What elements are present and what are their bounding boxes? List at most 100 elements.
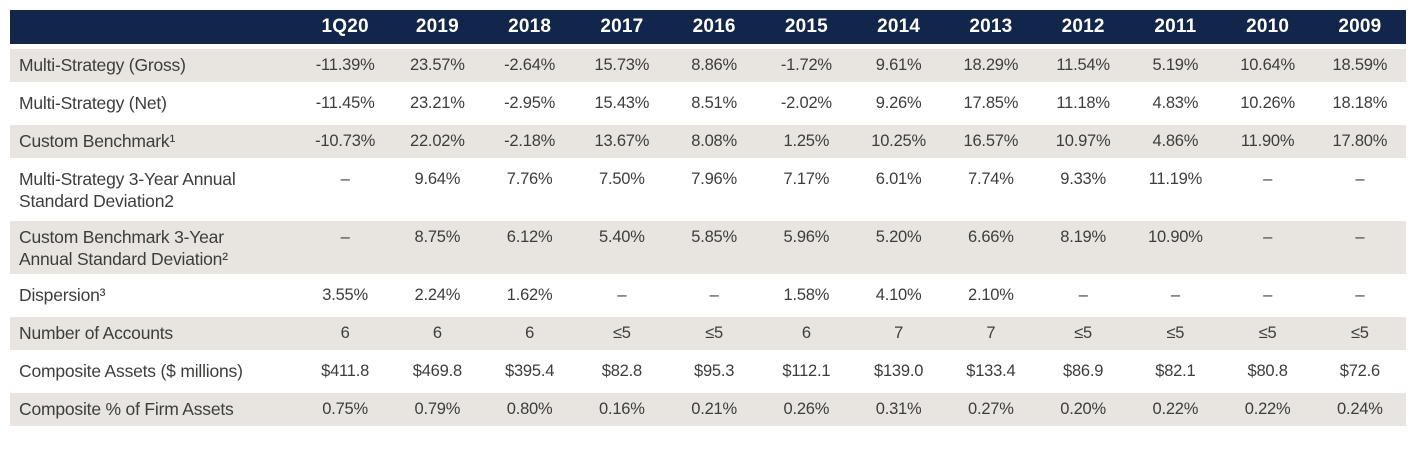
data-cell: $395.4 bbox=[504, 362, 555, 380]
data-cell: 6.66% bbox=[944, 221, 1037, 274]
data-cell: -11.45% bbox=[315, 94, 375, 112]
composite-performance-table: 1Q20 2019 2018 2017 2016 2015 2014 2013 2012 2011… bbox=[10, 5, 1406, 431]
data-cell: 7.96% bbox=[691, 170, 738, 188]
data-cell: 17.85% bbox=[963, 94, 1019, 112]
data-cell: – bbox=[1263, 170, 1273, 188]
row-label: Multi-Strategy (Gross) bbox=[10, 49, 299, 82]
data-cell: -10.73% bbox=[299, 125, 392, 158]
data-cell: $469.8 bbox=[412, 362, 463, 380]
column-header-2009: 2009 bbox=[1313, 10, 1406, 44]
data-cell: 10.90% bbox=[1129, 221, 1222, 274]
row-label: Composite Assets ($ millions) bbox=[19, 361, 243, 381]
data-cell: 9.33% bbox=[1060, 170, 1107, 188]
data-cell: 6 bbox=[483, 317, 576, 350]
data-cell: 1.62% bbox=[506, 286, 553, 304]
data-cell: -11.39% bbox=[299, 49, 392, 82]
row-label: Number of Accounts bbox=[10, 317, 299, 350]
year-header-row: 1Q20 2019 2018 2017 2016 2015 2014 2013 2012 2011… bbox=[10, 10, 1406, 44]
column-header-2012: 2012 bbox=[1037, 10, 1130, 44]
data-cell: 6 bbox=[299, 317, 392, 350]
data-cell: -1.72% bbox=[760, 49, 853, 82]
data-cell: 8.75% bbox=[391, 221, 484, 274]
data-cell: 7 bbox=[852, 317, 945, 350]
data-cell: – bbox=[1355, 286, 1365, 304]
data-cell: $86.9 bbox=[1062, 362, 1104, 380]
column-header-2013: 2013 bbox=[944, 10, 1037, 44]
data-cell: 16.57% bbox=[944, 125, 1037, 158]
data-cell: 6.01% bbox=[875, 170, 922, 188]
row-label: Custom Benchmark 3-Year Annual Standard … bbox=[10, 221, 299, 274]
data-cell: 5.19% bbox=[1129, 49, 1222, 82]
data-cell: 0.26% bbox=[760, 393, 853, 426]
data-cell: -2.18% bbox=[483, 125, 576, 158]
table-row: Dispersion³ 3.55% 2.24% 1.62% – – 1.58% 4.10% 2.… bbox=[10, 279, 1406, 312]
data-cell: – bbox=[1078, 286, 1088, 304]
data-cell: 5.96% bbox=[760, 221, 853, 274]
row-label: Multi-Strategy (Net) bbox=[19, 93, 167, 113]
data-cell: 10.26% bbox=[1240, 94, 1295, 112]
data-cell: 11.18% bbox=[1056, 94, 1110, 112]
data-cell: 8.19% bbox=[1037, 221, 1130, 274]
data-cell: ≤5 bbox=[1037, 317, 1130, 350]
data-cell: ≤5 bbox=[668, 317, 761, 350]
data-cell: – bbox=[299, 221, 392, 274]
data-cell: 0.22% bbox=[1129, 393, 1222, 426]
table-row: Custom Benchmark 3-Year Annual Standard … bbox=[10, 221, 1406, 274]
data-cell: 7.76% bbox=[506, 170, 553, 188]
data-cell: $133.4 bbox=[966, 362, 1016, 380]
data-cell: 23.57% bbox=[391, 49, 484, 82]
data-cell: 6 bbox=[760, 317, 853, 350]
data-cell: 4.10% bbox=[875, 286, 922, 304]
data-cell: 7.17% bbox=[783, 170, 830, 188]
data-cell: 11.19% bbox=[1148, 170, 1203, 188]
header-corner-cell bbox=[10, 10, 299, 44]
data-cell: – bbox=[1313, 221, 1406, 274]
data-cell: 0.24% bbox=[1313, 393, 1406, 426]
data-cell: 11.90% bbox=[1221, 125, 1314, 158]
data-cell: ≤5 bbox=[1221, 317, 1314, 350]
data-cell: $72.6 bbox=[1339, 362, 1381, 380]
data-cell: – bbox=[617, 286, 627, 304]
data-cell: 7.50% bbox=[598, 170, 645, 188]
data-cell: 0.27% bbox=[944, 393, 1037, 426]
column-header-2017: 2017 bbox=[575, 10, 668, 44]
data-cell: 0.31% bbox=[852, 393, 945, 426]
data-cell: 7.74% bbox=[967, 170, 1014, 188]
data-cell: 10.97% bbox=[1037, 125, 1130, 158]
table-row: Multi-Strategy (Net) -11.45% 23.21% -2.95% 1… bbox=[10, 87, 1406, 120]
data-cell: 6 bbox=[391, 317, 484, 350]
data-cell: 22.02% bbox=[391, 125, 484, 158]
data-cell: 4.86% bbox=[1129, 125, 1222, 158]
data-cell: $139.0 bbox=[873, 362, 924, 380]
data-cell: 15.73% bbox=[575, 49, 668, 82]
data-cell: 5.20% bbox=[852, 221, 945, 274]
data-cell: 9.26% bbox=[875, 94, 922, 112]
data-cell: -2.02% bbox=[780, 94, 832, 112]
data-cell: 0.16% bbox=[575, 393, 668, 426]
data-cell: – bbox=[1170, 286, 1180, 304]
data-cell: ≤5 bbox=[575, 317, 668, 350]
data-cell: 18.18% bbox=[1332, 94, 1388, 112]
data-cell: 10.64% bbox=[1221, 49, 1314, 82]
data-cell: $95.3 bbox=[693, 362, 735, 380]
data-cell: $82.8 bbox=[601, 362, 643, 380]
data-cell: 18.29% bbox=[944, 49, 1037, 82]
data-cell: 9.61% bbox=[852, 49, 945, 82]
data-cell: -2.95% bbox=[504, 94, 556, 112]
data-cell: ≤5 bbox=[1313, 317, 1406, 350]
data-cell: $411.8 bbox=[321, 362, 370, 380]
data-cell: 2.10% bbox=[967, 286, 1014, 304]
column-header-1q20: 1Q20 bbox=[299, 10, 392, 44]
data-cell: – bbox=[1221, 221, 1314, 274]
data-cell: 11.54% bbox=[1037, 49, 1130, 82]
column-header-2011: 2011 bbox=[1129, 10, 1222, 44]
data-cell: 1.25% bbox=[760, 125, 853, 158]
data-cell: 0.21% bbox=[668, 393, 761, 426]
column-header-2015: 2015 bbox=[760, 10, 853, 44]
column-header-2019: 2019 bbox=[391, 10, 484, 44]
data-cell: 0.80% bbox=[483, 393, 576, 426]
column-header-2018: 2018 bbox=[483, 10, 576, 44]
data-cell: 8.51% bbox=[691, 94, 738, 112]
data-cell: 8.86% bbox=[668, 49, 761, 82]
data-cell: – bbox=[1355, 170, 1365, 188]
